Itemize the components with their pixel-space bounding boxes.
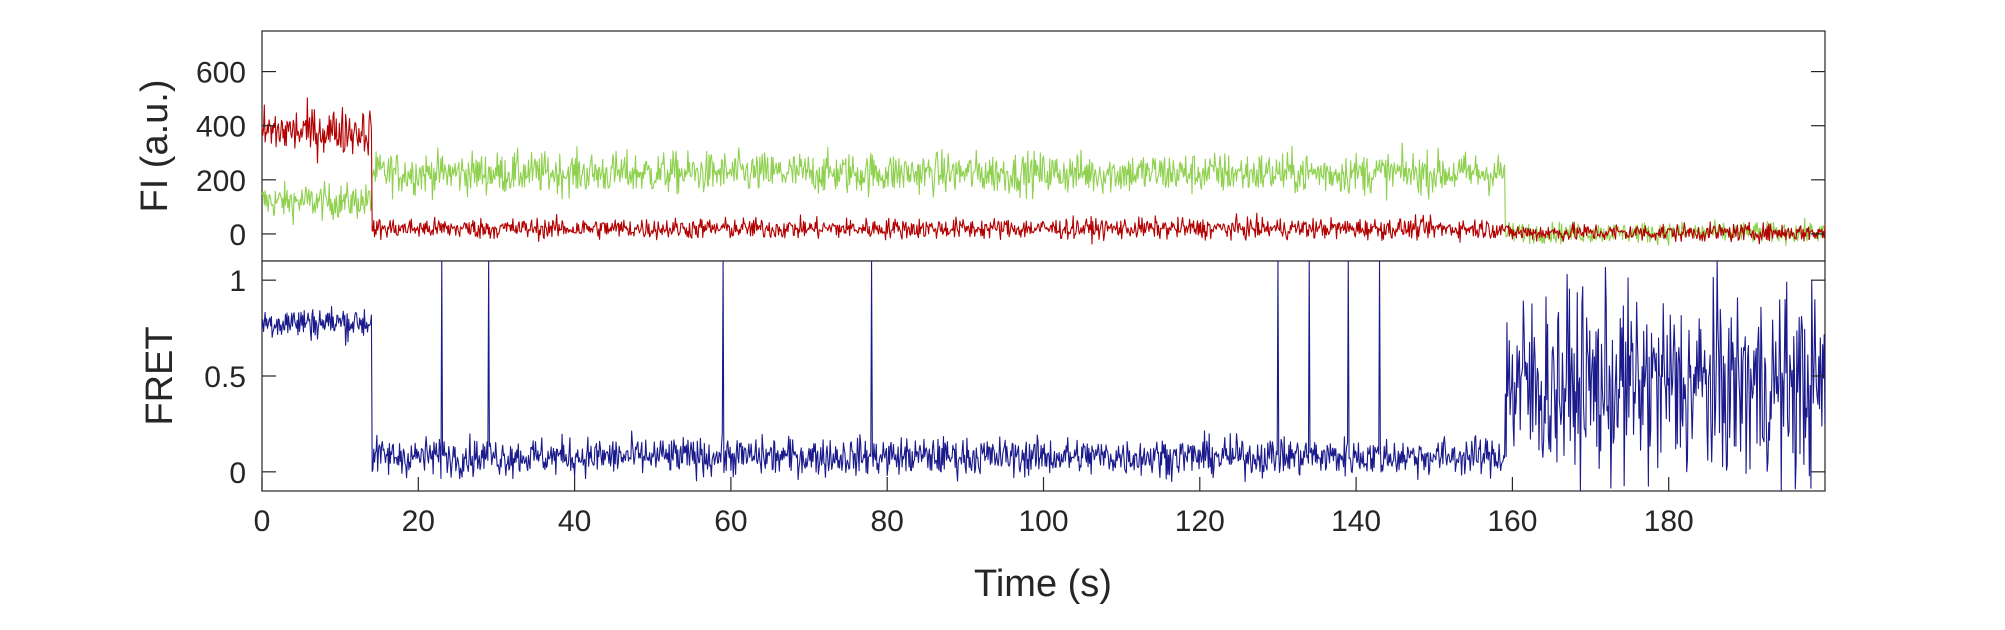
bottom-series-line-0 — [261, 260, 1826, 492]
top-panel-frame — [261, 30, 1826, 262]
bottom-ytick-label: 0.5 — [204, 361, 246, 394]
bottom-xtick-label: 180 — [1644, 505, 1694, 538]
bottom-xtick-label: 60 — [714, 505, 747, 538]
bottom-xtick-label: 160 — [1487, 505, 1537, 538]
bottom-xtick-label: 80 — [871, 505, 904, 538]
bottom-xtick-label: 140 — [1331, 505, 1381, 538]
x-axis-label: Time (s) — [974, 563, 1112, 605]
bottom-panel-series — [261, 260, 1826, 492]
bottom-xtick-label: 0 — [254, 505, 271, 538]
top-ytick-label: 200 — [196, 165, 246, 198]
bottom-y-axis-label: FRET — [139, 326, 181, 425]
top-panel-series — [261, 97, 1826, 247]
top-series-line-1 — [261, 97, 1826, 245]
bottom-xtick-label: 20 — [402, 505, 435, 538]
bottom-ytick-label: 0 — [229, 457, 246, 490]
bottom-panel-ticks: 0 0.5 1 0 20 40 60 80 100 120 140 160 180 — [204, 265, 1825, 538]
bottom-xtick-label: 100 — [1018, 505, 1068, 538]
top-ytick-label: 400 — [196, 111, 246, 144]
bottom-xtick-label: 120 — [1175, 505, 1225, 538]
top-y-axis-label: FI (a.u.) — [134, 79, 176, 212]
bottom-xtick-label: 40 — [558, 505, 591, 538]
top-ytick-label: 600 — [196, 57, 246, 90]
top-ytick-label: 0 — [229, 219, 246, 252]
bottom-ytick-label: 1 — [229, 265, 246, 298]
top-panel-ticks: 0 200 400 600 — [196, 57, 1825, 252]
